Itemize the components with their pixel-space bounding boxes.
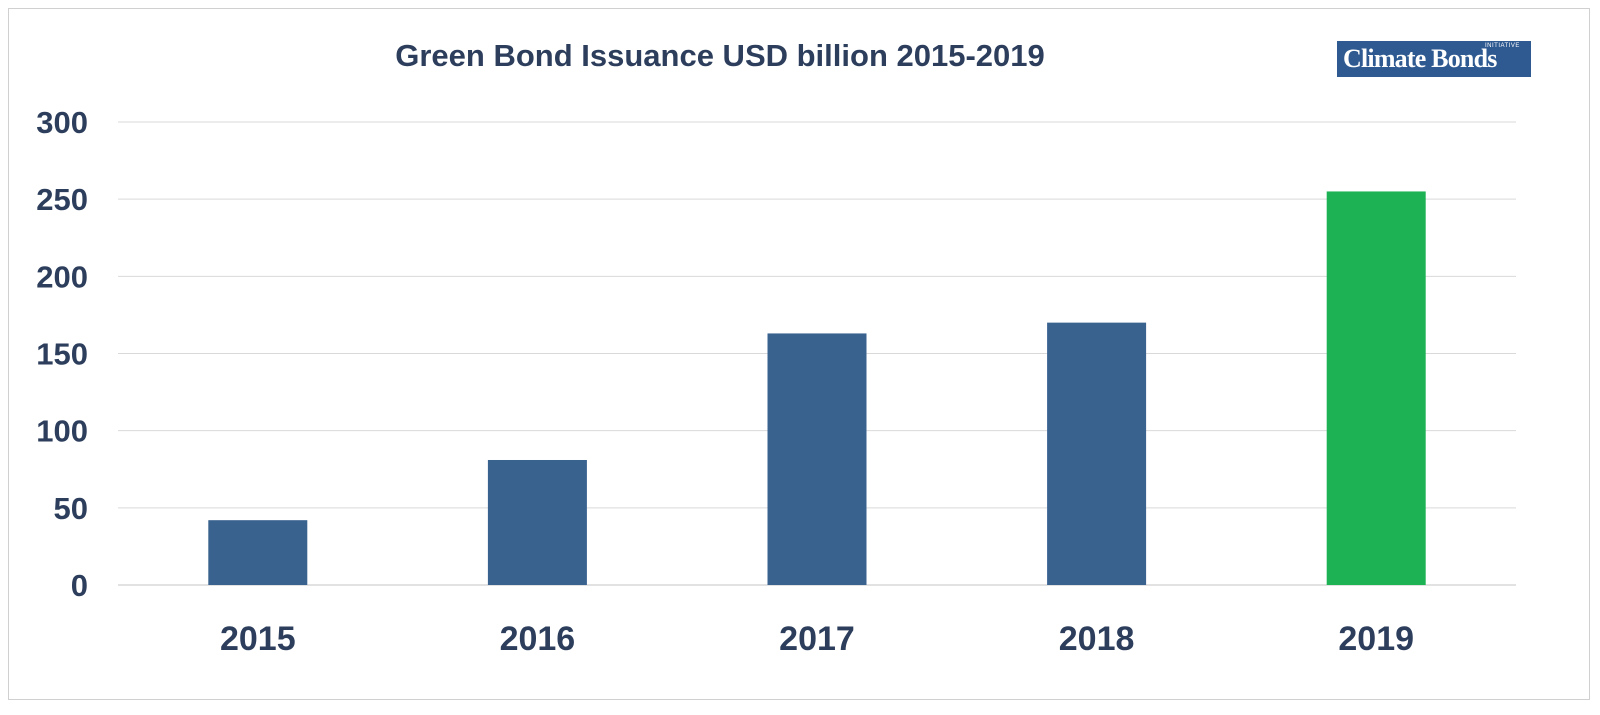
y-axis-ticks: 0 50 100 150 200 250 300 — [36, 105, 88, 603]
y-tick-label: 150 — [36, 337, 88, 372]
y-tick-label: 250 — [36, 182, 88, 217]
y-tick-label: 200 — [36, 259, 88, 294]
bar-2015 — [208, 520, 308, 585]
x-axis-ticks: 2015 2016 2017 2018 2019 — [220, 620, 1414, 658]
climate-bonds-logo: Climate Bonds INITIATIVE — [1337, 41, 1531, 77]
y-tick-label: 50 — [54, 491, 88, 526]
chart-title: Green Bond Issuance USD billion 2015-201… — [395, 38, 1045, 73]
bar-2019 — [1326, 191, 1426, 585]
bars — [208, 191, 1426, 585]
bar-2018 — [1047, 322, 1147, 585]
bar-2016 — [487, 459, 587, 585]
y-tick-label: 0 — [71, 568, 88, 603]
x-tick-label-2019: 2019 — [1338, 620, 1414, 658]
x-tick-label-2016: 2016 — [500, 620, 576, 658]
bar-2017 — [767, 333, 867, 585]
x-tick-label-2017: 2017 — [779, 620, 855, 658]
logo-small-text: INITIATIVE — [1485, 43, 1520, 49]
logo-text: Climate Bonds — [1343, 44, 1497, 73]
y-tick-label: 300 — [36, 105, 88, 140]
x-tick-label-2015: 2015 — [220, 620, 296, 658]
y-tick-label: 100 — [36, 414, 88, 449]
x-tick-label-2018: 2018 — [1059, 620, 1135, 658]
